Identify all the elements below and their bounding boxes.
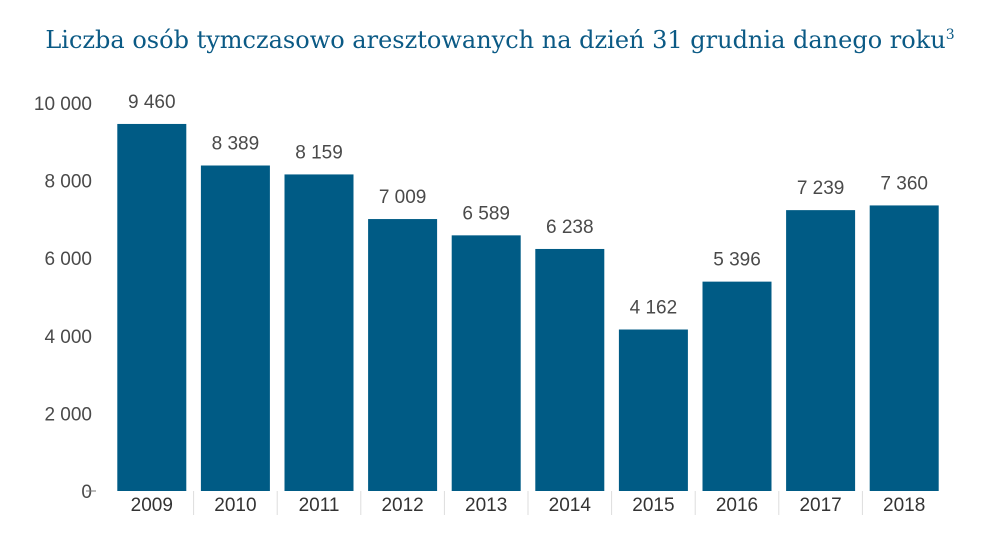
- x-tick-label-2011: 2011: [299, 495, 340, 516]
- y-axis: 0 2 000 4 000 6 000 8 000 10 000: [34, 94, 96, 503]
- data-label-2017: 7 239: [797, 178, 845, 199]
- chart-title-superscript: 3: [945, 27, 955, 43]
- y-tick-label: 4 000: [44, 327, 92, 348]
- bar-2012: [368, 219, 438, 492]
- y-tick-label: 8 000: [44, 172, 92, 193]
- y-tick-label: 2 000: [44, 404, 92, 425]
- bar-2015: [618, 329, 688, 491]
- bar-2013: [451, 235, 521, 491]
- x-tick-label-2014: 2014: [549, 495, 592, 516]
- bars-group: [117, 123, 939, 492]
- y-tick-label: 10 000: [34, 94, 92, 115]
- bar-2010: [200, 165, 270, 491]
- y-tick-label: 0: [81, 482, 92, 503]
- x-tick-label-2018: 2018: [883, 495, 925, 516]
- x-tick-label-2009: 2009: [131, 495, 173, 516]
- data-label-2012: 7 009: [379, 187, 427, 208]
- x-tick-label-2016: 2016: [716, 495, 758, 516]
- data-label-2009: 9 460: [128, 92, 176, 113]
- x-tick-label-2015: 2015: [632, 495, 674, 516]
- bar-2011: [284, 174, 354, 492]
- data-label-2011: 8 159: [295, 142, 343, 163]
- data-label-2016: 5 396: [713, 250, 761, 271]
- chart-title: Liczba osób tymczasowo aresztowanych na …: [0, 26, 1000, 54]
- data-label-2010: 8 389: [212, 134, 260, 155]
- x-tick-label-2013: 2013: [465, 495, 507, 516]
- bar-2017: [786, 210, 856, 491]
- data-label-2014: 6 238: [546, 217, 594, 238]
- data-label-2018: 7 360: [880, 173, 928, 194]
- chart-title-text: Liczba osób tymczasowo aresztowanych na …: [45, 26, 946, 54]
- data-label-2013: 6 589: [462, 203, 510, 224]
- bar-2009: [117, 123, 187, 492]
- data-labels-group: 9 460 8 389 8 159 7 009 6 589 6 238 4 162 5 396…: [128, 92, 928, 319]
- x-tick-label-2017: 2017: [799, 495, 841, 516]
- y-tick-label: 6 000: [44, 249, 92, 270]
- bar-2018: [869, 205, 939, 491]
- x-axis: 2009 2010 2011 2012 2013 2014 2015 2016 2017 2018: [131, 491, 925, 516]
- x-tick-label-2010: 2010: [214, 495, 256, 516]
- bar-2016: [702, 281, 772, 491]
- bar-2014: [535, 248, 605, 491]
- x-tick-label-2012: 2012: [381, 495, 423, 516]
- data-label-2015: 4 162: [630, 298, 678, 319]
